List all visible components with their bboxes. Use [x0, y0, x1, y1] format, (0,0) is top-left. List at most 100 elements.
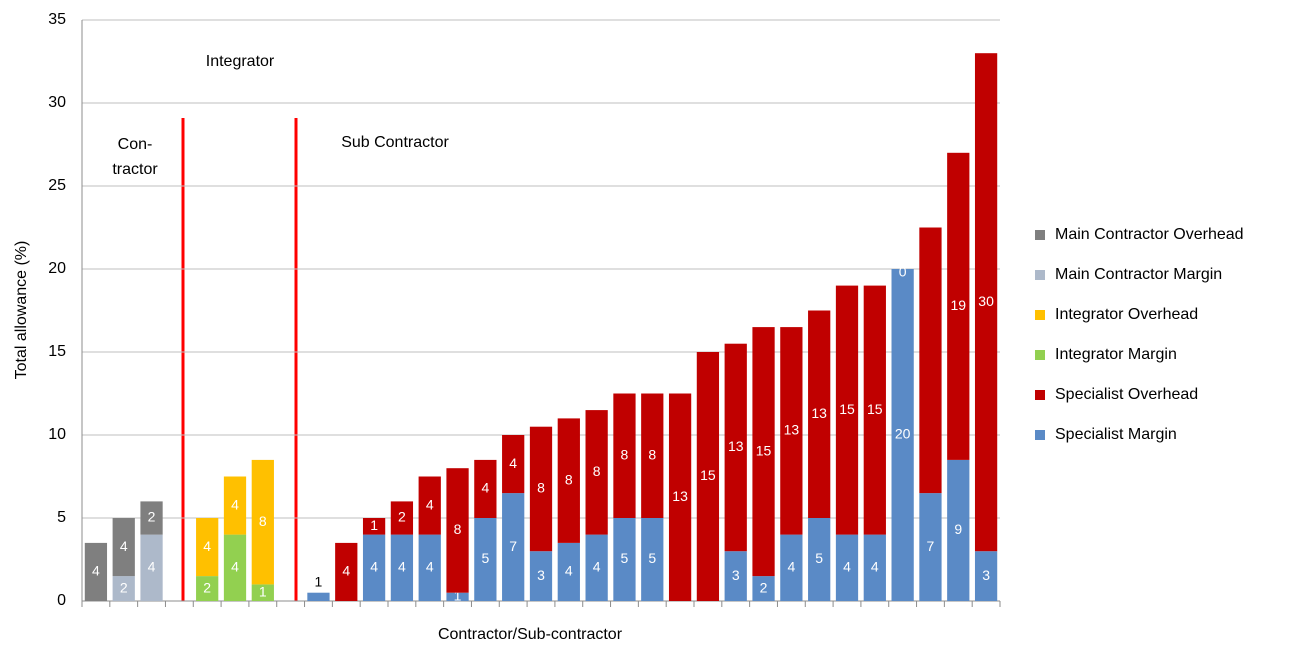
data-label: 4 [843, 559, 851, 575]
data-label: 7 [509, 538, 517, 554]
bar-segment [557, 418, 580, 543]
x-axis-title: Contractor/Sub-contractor [438, 626, 623, 643]
legend-label: Main Contractor Overhead [1055, 226, 1244, 243]
data-label: 2 [120, 579, 128, 595]
bar-segment [585, 534, 608, 601]
bar-segment [947, 459, 970, 601]
bar-segment [613, 518, 636, 601]
data-label: 4 [370, 559, 378, 575]
legend-label: Integrator Overhead [1055, 306, 1198, 323]
data-label: 4 [92, 563, 100, 579]
bar-segment [223, 476, 247, 535]
legend-swatch [1035, 350, 1045, 360]
bar-segment [251, 459, 274, 585]
data-label: 9 [954, 521, 962, 537]
y-tick-label: 25 [48, 177, 66, 194]
data-label: 4 [203, 538, 211, 554]
bar-segment [808, 310, 831, 518]
data-label: 4 [398, 559, 406, 575]
data-label: 19 [950, 297, 966, 313]
bar-segment [947, 152, 970, 460]
bar-segment [474, 518, 497, 601]
data-label: 2 [760, 579, 768, 595]
y-tick-label: 15 [48, 343, 66, 360]
data-label: 8 [454, 521, 462, 537]
bar-segment [112, 518, 135, 577]
bar-segment [140, 501, 163, 535]
data-label: 1 [259, 583, 267, 599]
data-label: 3 [537, 567, 545, 583]
bar-segment [752, 576, 775, 601]
bar-segment [196, 576, 219, 601]
bar-segment [974, 53, 998, 552]
bar-segment [362, 518, 386, 535]
bar-segment [613, 393, 636, 518]
data-label: 4 [481, 480, 489, 496]
data-label: 4 [565, 563, 573, 579]
bar-segment [307, 592, 330, 601]
data-label: 8 [621, 446, 629, 462]
bar-segment [529, 426, 553, 552]
data-label: 15 [839, 401, 855, 417]
bar-segment [974, 551, 998, 601]
data-label: 2 [148, 509, 156, 525]
bar-segment [891, 269, 914, 601]
bar-segment [446, 592, 469, 601]
data-label: 4 [231, 559, 239, 575]
bar-segment [223, 534, 247, 601]
bar-segment [446, 468, 469, 593]
y-tick-label: 10 [48, 426, 66, 443]
bar-segment [362, 534, 386, 601]
legend-swatch [1035, 430, 1045, 440]
data-label: 4 [787, 559, 795, 575]
bar-segment [863, 285, 886, 535]
data-label: 4 [342, 563, 350, 579]
legend-label: Integrator Margin [1055, 346, 1177, 363]
data-label: 0 [899, 264, 907, 280]
data-label: 15 [700, 467, 716, 483]
data-label: 5 [621, 550, 629, 566]
data-label: 5 [648, 550, 656, 566]
annotation: Sub Contractor [341, 134, 449, 151]
bar-segment [919, 227, 942, 494]
annotation: Con- [118, 136, 153, 153]
data-label: 3 [982, 567, 990, 583]
data-label: 1 [315, 573, 323, 589]
bar-segment [529, 551, 553, 601]
data-label: 1 [454, 588, 462, 604]
bar-segment [84, 542, 108, 601]
data-label: 4 [426, 496, 434, 512]
bar-segment [919, 493, 942, 601]
bar-segment [502, 435, 525, 494]
data-label: 8 [565, 471, 573, 487]
bar-segment [140, 534, 163, 601]
bar-segment [835, 534, 859, 601]
data-label: 4 [148, 559, 156, 575]
data-label: 4 [426, 559, 434, 575]
bar-segment [668, 393, 692, 601]
bar-segment [724, 551, 747, 601]
data-label: 2 [398, 509, 406, 525]
data-label: 4 [593, 559, 601, 575]
bar-segment [112, 576, 135, 601]
data-label: 30 [978, 293, 994, 309]
data-label: 4 [231, 496, 239, 512]
bar-segment [752, 327, 775, 577]
bar-segment [196, 518, 219, 577]
legend-swatch [1035, 310, 1045, 320]
bar-segment [641, 393, 664, 518]
data-label: 4 [120, 538, 128, 554]
legend-label: Specialist Overhead [1055, 386, 1198, 403]
bar-segment [390, 501, 414, 535]
bar-segment [502, 493, 525, 601]
bar-segment [585, 410, 608, 535]
bar-segment [835, 285, 859, 535]
data-label: 7 [927, 538, 935, 554]
legend-label: Specialist Margin [1055, 426, 1177, 443]
data-label: 2 [203, 579, 211, 595]
bar-segment [808, 518, 831, 601]
data-label: 5 [815, 550, 823, 566]
legend-swatch [1035, 390, 1045, 400]
data-label: 15 [756, 442, 772, 458]
bar-segment [724, 343, 747, 552]
